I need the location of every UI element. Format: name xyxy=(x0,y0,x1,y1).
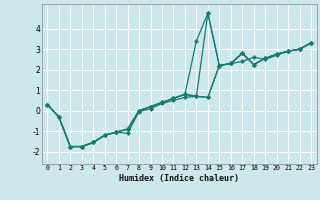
X-axis label: Humidex (Indice chaleur): Humidex (Indice chaleur) xyxy=(119,174,239,183)
